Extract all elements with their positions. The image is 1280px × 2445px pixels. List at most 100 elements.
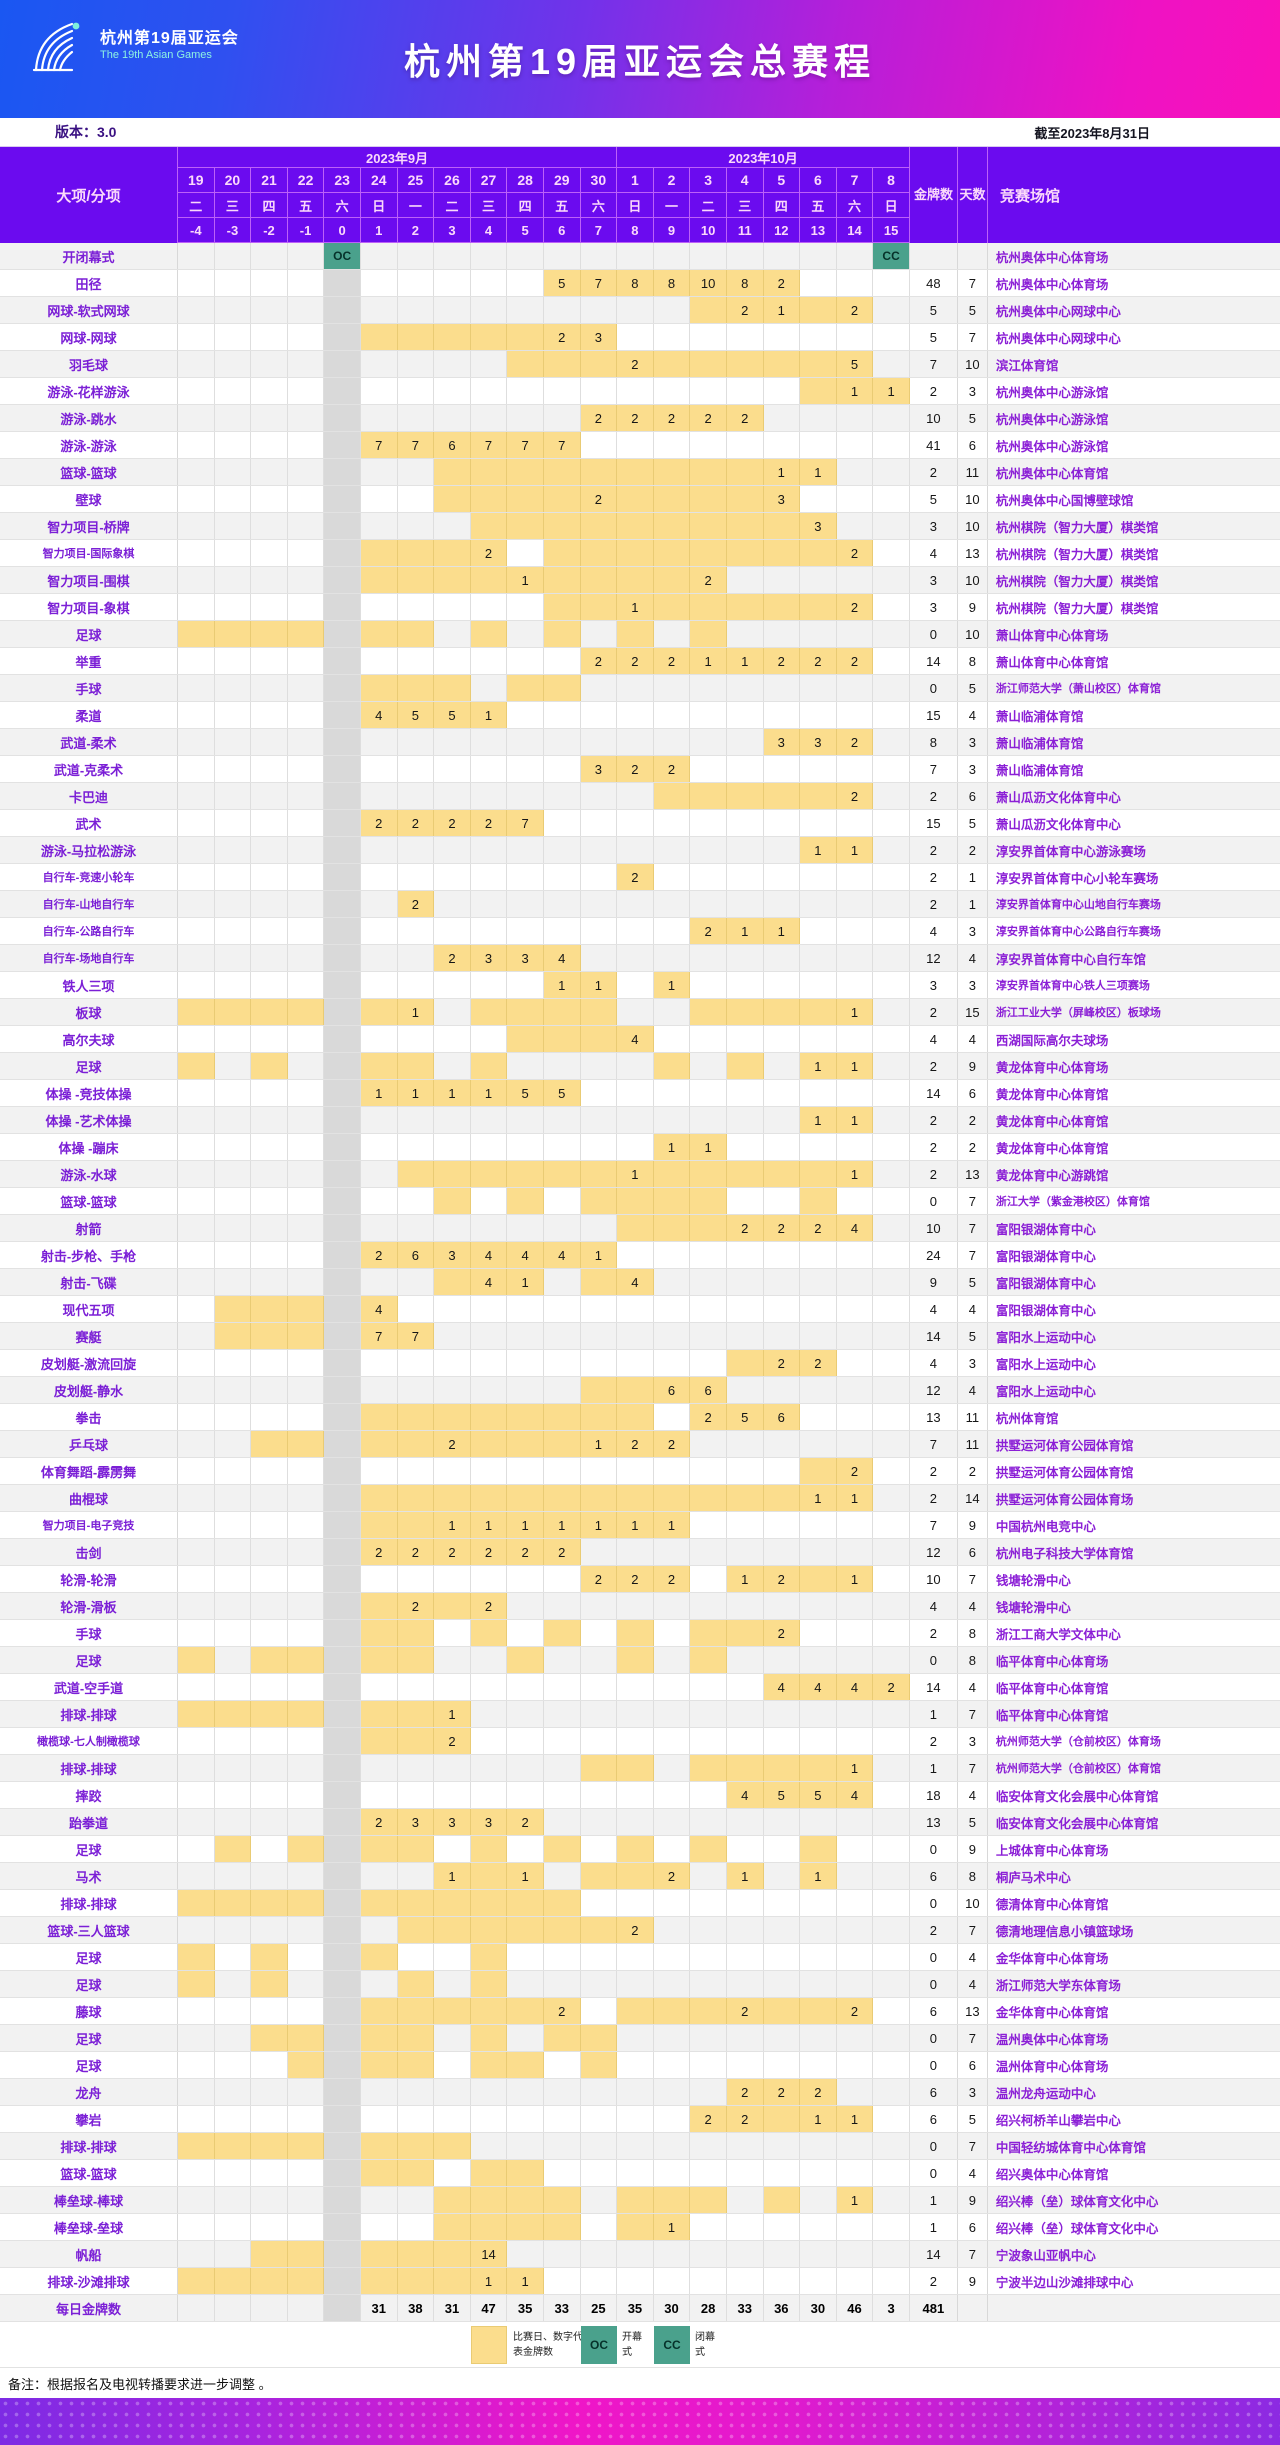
schedule-cell [324, 1593, 361, 1619]
schedule-row: 网球-软式网球 2 1 2 5 5 杭州奥体中心网球中心 [0, 297, 1280, 324]
days-count: 9 [958, 1836, 988, 1862]
schedule-row: 排球-排球 1 1 7 杭州师范大学（仓前校区）体育馆 [0, 1755, 1280, 1782]
sport-name: 开闭幕式 [0, 243, 178, 269]
schedule-cell [544, 2052, 581, 2078]
schedule-cell [251, 1350, 288, 1376]
schedule-cell [873, 2241, 910, 2267]
schedule-cell [581, 2079, 618, 2105]
schedule-cell [434, 1593, 471, 1619]
schedule-cell [726, 783, 764, 809]
schedule-cell [617, 972, 654, 998]
schedule-cell [617, 1107, 654, 1133]
venue-name: 绍兴棒（垒）球体育文化中心 [995, 2221, 1159, 2236]
schedule-cell: 14 [470, 2241, 508, 2267]
days-count: 7 [958, 1701, 988, 1727]
schedule-cell [288, 1161, 325, 1187]
schedule-row: 龙舟 2 2 2 6 3 温州龙舟运动中心 [0, 2079, 1280, 2106]
schedule-cell [543, 1161, 581, 1187]
schedule-cell [287, 2268, 325, 2294]
schedule-cell [654, 1026, 691, 1052]
schedule-cell [288, 702, 325, 728]
schedule-cell: 7 [580, 270, 618, 296]
schedule-cell [800, 1836, 837, 1862]
schedule-cell: 1 [836, 378, 874, 404]
days-count: 7 [958, 1755, 988, 1781]
schedule-cell [690, 864, 727, 890]
gold-count: 2 [910, 1620, 958, 1646]
schedule-cell [251, 1512, 288, 1538]
schedule-cell [763, 351, 801, 377]
schedule-cell [800, 675, 837, 701]
schedule-cell [251, 459, 288, 485]
days-count: 2 [958, 1107, 988, 1133]
schedule-cell [251, 486, 288, 512]
schedule-cell [581, 1998, 618, 2024]
schedule-row: 游泳-水球 1 1 2 13 黄龙体育中心游跳馆 [0, 1161, 1280, 1188]
schedule-cell [214, 1890, 252, 1916]
schedule-cell [178, 1566, 215, 1592]
schedule-cell [507, 324, 544, 350]
schedule-cell [727, 243, 764, 269]
schedule-cell [581, 1620, 618, 1646]
schedule-cell [727, 2052, 764, 2078]
schedule-cell [215, 324, 252, 350]
schedule-cell [434, 351, 471, 377]
schedule-cell [873, 918, 910, 944]
schedule-cell [324, 1566, 361, 1592]
schedule-cell [471, 1350, 508, 1376]
schedule-cell [690, 2079, 727, 2105]
schedule-cell [873, 1350, 910, 1376]
schedule-cell [617, 1755, 654, 1781]
schedule-cell [581, 2106, 618, 2132]
sport-name: 摔跤 [0, 1782, 178, 1808]
schedule-cell: 1 [434, 1080, 471, 1106]
schedule-cell [507, 1377, 544, 1403]
schedule-cell: 3 [873, 2295, 910, 2321]
schedule-cell [726, 486, 764, 512]
schedule-cell [324, 1701, 361, 1727]
schedule-cell [361, 1026, 398, 1052]
schedule-cell: 2 [653, 1431, 691, 1457]
schedule-cell [251, 567, 288, 593]
schedule-cell [360, 324, 398, 350]
days-count: 2 [958, 1458, 988, 1484]
schedule-cell [398, 1458, 435, 1484]
schedule-cell [324, 864, 361, 890]
schedule-cell [873, 1701, 910, 1727]
schedule-cell [873, 1782, 910, 1808]
schedule-cell [837, 1620, 874, 1646]
schedule-cell [251, 1539, 288, 1565]
schedule-cell [617, 1350, 654, 1376]
schedule-cell [800, 297, 837, 323]
schedule-cell: 6 [690, 1377, 727, 1403]
schedule-cell [507, 1431, 544, 1457]
sport-name: 自行车-竞速小轮车 [0, 864, 178, 890]
days-count: 7 [958, 1242, 988, 1268]
schedule-cell: 1 [726, 1566, 764, 1592]
schedule-cell [434, 1782, 471, 1808]
schedule-cell [434, 324, 471, 350]
schedule-cell [873, 432, 910, 458]
weekday-header-cell: 三 [726, 193, 764, 218]
schedule-cell [764, 2160, 801, 2186]
days-count: 3 [958, 1350, 988, 1376]
schedule-cell: 1 [836, 999, 874, 1025]
gold-count: 2 [910, 783, 958, 809]
venue-name: 杭州棋院（智力大厦）棋类馆 [995, 574, 1159, 589]
schedule-cell [324, 1242, 361, 1268]
schedule-cell [800, 540, 837, 566]
schedule-cell [215, 1215, 252, 1241]
sport-name: 铁人三项 [0, 972, 178, 998]
schedule-cell [617, 378, 654, 404]
schedule-cell [360, 540, 398, 566]
schedule-cell [251, 1998, 288, 2024]
schedule-cell: 1 [507, 1512, 544, 1538]
schedule-cell [726, 594, 764, 620]
schedule-cell: 1 [543, 972, 581, 998]
schedule-cell [434, 297, 471, 323]
schedule-cell [178, 1647, 215, 1673]
schedule-cell [727, 891, 764, 917]
schedule-cell [471, 1134, 508, 1160]
schedule-cell [544, 2133, 581, 2159]
schedule-cell [581, 1701, 618, 1727]
